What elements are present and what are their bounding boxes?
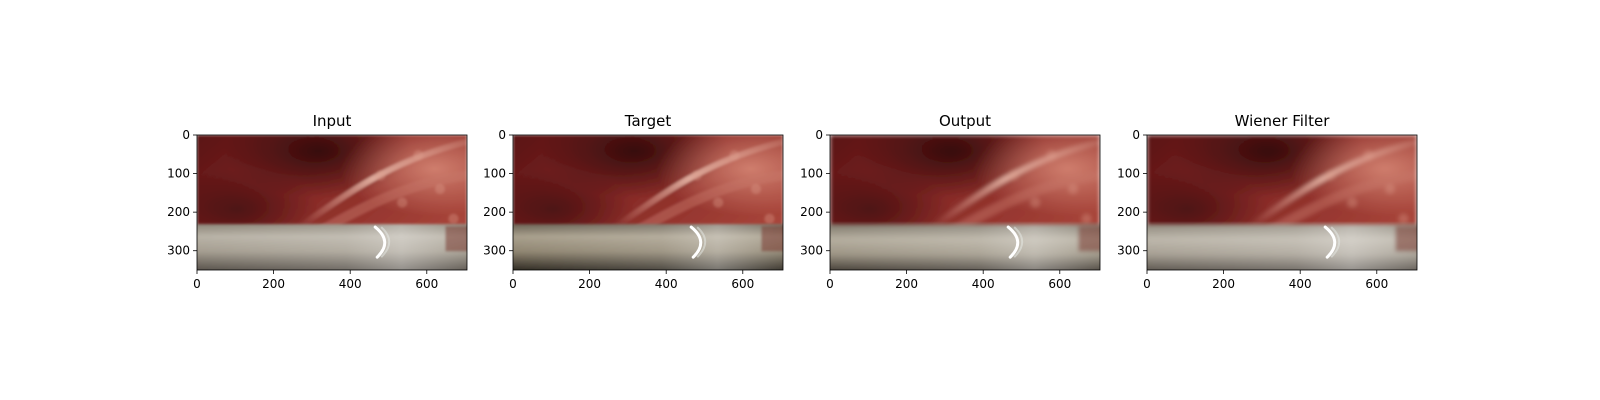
y-tick-label: 0 bbox=[815, 128, 823, 142]
x-tick-label: 400 bbox=[655, 277, 678, 291]
panel-input: Input 0 200 400 600 0 100 200 300 bbox=[167, 112, 468, 291]
x-tick-label: 0 bbox=[1143, 277, 1151, 291]
y-tick-label: 300 bbox=[483, 244, 506, 258]
x-tick-label: 600 bbox=[415, 277, 438, 291]
instrument-shaft bbox=[197, 224, 467, 270]
y-tick-label: 0 bbox=[1132, 128, 1140, 142]
axes-frame bbox=[196, 134, 468, 271]
y-tick-label: 0 bbox=[182, 128, 190, 142]
y-tick-label: 100 bbox=[1117, 167, 1140, 181]
axes-frame bbox=[829, 134, 1101, 271]
y-tick-label: 100 bbox=[167, 167, 190, 181]
axes-frame bbox=[1146, 134, 1418, 271]
y-tick-label: 100 bbox=[800, 167, 823, 181]
instrument-highlight bbox=[373, 225, 387, 259]
instrument-shaft bbox=[1147, 224, 1417, 270]
y-tick-label: 200 bbox=[1117, 205, 1140, 219]
x-tick-label: 400 bbox=[1289, 277, 1312, 291]
x-tick-label: 400 bbox=[972, 277, 995, 291]
panel-wiener: Wiener Filter 0 200 400 600 0 100 200 300 bbox=[1117, 112, 1418, 291]
y-tick-label: 200 bbox=[483, 205, 506, 219]
image-input bbox=[197, 135, 467, 270]
x-tick-label: 600 bbox=[731, 277, 754, 291]
y-tick-label: 200 bbox=[800, 205, 823, 219]
y-tick-label: 300 bbox=[167, 244, 190, 258]
x-tick-label: 200 bbox=[895, 277, 918, 291]
panel-title: Wiener Filter bbox=[1235, 112, 1331, 130]
image-output bbox=[830, 135, 1100, 270]
instrument-highlight bbox=[689, 225, 703, 259]
image-wiener bbox=[1147, 135, 1417, 270]
y-tick-label: 300 bbox=[1117, 244, 1140, 258]
panel-title: Output bbox=[939, 112, 991, 130]
y-tick-label: 200 bbox=[167, 205, 190, 219]
panel-title: Target bbox=[624, 112, 672, 130]
axes-frame bbox=[512, 134, 784, 271]
x-tick-label: 600 bbox=[1048, 277, 1071, 291]
x-tick-label: 200 bbox=[262, 277, 285, 291]
x-tick-label: 200 bbox=[1212, 277, 1235, 291]
instrument-highlight bbox=[1323, 225, 1337, 259]
x-tick-label: 400 bbox=[339, 277, 362, 291]
x-tick-label: 0 bbox=[826, 277, 834, 291]
y-tick-label: 100 bbox=[483, 167, 506, 181]
panel-target: Target 0 200 400 600 0 100 200 300 bbox=[483, 112, 784, 291]
x-tick-label: 200 bbox=[578, 277, 601, 291]
y-tick-label: 0 bbox=[498, 128, 506, 142]
instrument-highlight bbox=[1006, 225, 1020, 259]
x-tick-label: 600 bbox=[1365, 277, 1388, 291]
y-tick-label: 300 bbox=[800, 244, 823, 258]
panel-output: Output 0 200 400 600 0 100 200 300 bbox=[800, 112, 1101, 291]
instrument-shaft bbox=[513, 224, 783, 270]
x-tick-label: 0 bbox=[509, 277, 517, 291]
panel-title: Input bbox=[313, 112, 352, 130]
x-tick-label: 0 bbox=[193, 277, 201, 291]
image-target bbox=[513, 135, 783, 270]
instrument-shaft bbox=[830, 224, 1100, 270]
